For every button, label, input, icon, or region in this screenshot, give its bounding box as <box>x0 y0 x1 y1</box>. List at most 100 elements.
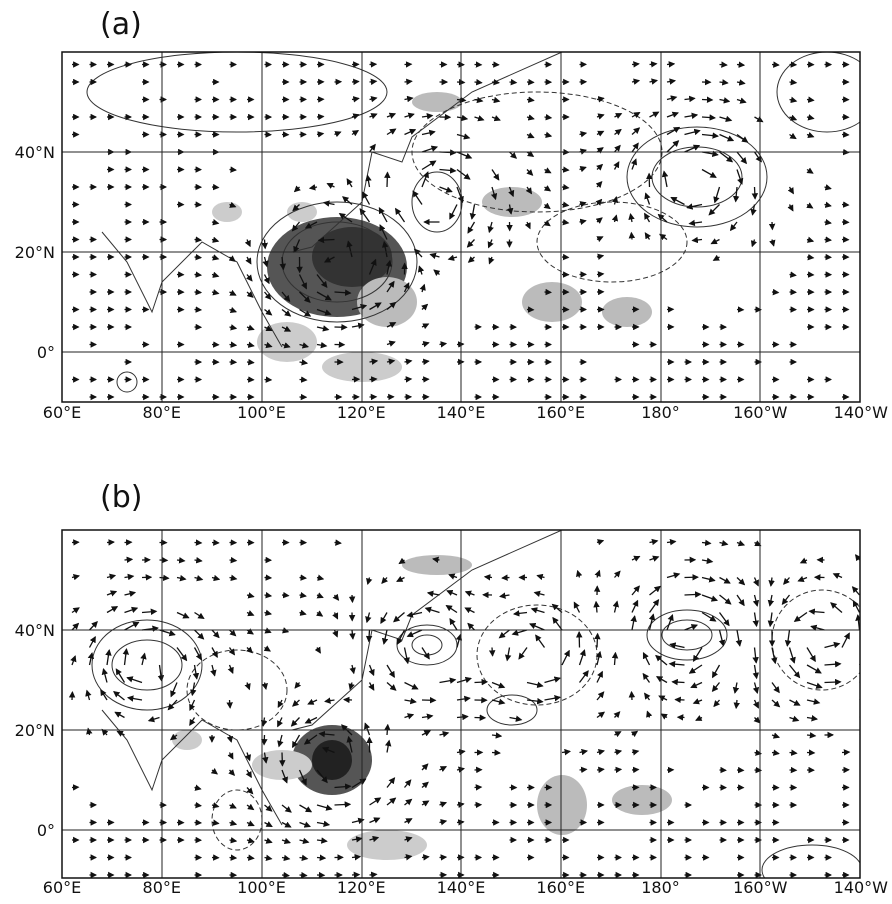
wind-vector <box>824 184 832 191</box>
wind-vector <box>551 603 563 613</box>
wind-vector <box>140 652 147 666</box>
lon-label: 140°W <box>834 878 889 897</box>
contour <box>111 639 183 691</box>
wind-vector <box>421 171 429 188</box>
wind-vector <box>381 576 388 584</box>
wind-vector <box>611 214 619 223</box>
wind-vector <box>404 78 413 86</box>
wind-vector <box>783 577 790 585</box>
wind-vector <box>229 836 238 844</box>
wind-vector <box>229 166 237 173</box>
wind-vector <box>246 610 255 617</box>
wind-vector <box>671 678 685 686</box>
wind-vector <box>824 201 832 208</box>
wind-vector <box>526 168 534 176</box>
wind-vector <box>733 699 740 710</box>
wind-vector <box>768 577 775 587</box>
wind-vector <box>661 170 669 188</box>
wind-vector <box>226 734 234 743</box>
precip-shading <box>612 785 672 815</box>
wind-vector <box>348 682 355 691</box>
wind-vector <box>614 731 622 738</box>
wind-vector <box>491 115 501 122</box>
wind-vector <box>226 699 233 709</box>
wind-vector <box>613 161 620 170</box>
wind-vector <box>666 572 681 579</box>
wind-vector <box>316 837 328 844</box>
wind-vector <box>384 739 392 753</box>
wind-vector <box>456 695 471 703</box>
map-panel: (b) 40°N 20°N 0° 60°E 80°E 100°E 120°E 140°E 160°… <box>15 480 889 897</box>
contour <box>661 619 713 651</box>
wind-vector <box>649 78 659 85</box>
wind-vector <box>754 116 764 123</box>
wind-vector <box>439 186 453 193</box>
wind-vector <box>262 256 269 268</box>
wind-vector <box>543 202 551 210</box>
wind-vector <box>789 271 797 278</box>
wind-vector <box>666 140 680 153</box>
wind-vector <box>292 734 301 749</box>
wind-vector <box>855 614 860 631</box>
wind-vector <box>669 642 685 649</box>
wind-vector <box>439 731 450 738</box>
wind-vector <box>736 61 746 68</box>
wind-vector <box>771 682 780 694</box>
precip-shading <box>212 202 242 222</box>
wind-vector <box>433 269 441 277</box>
wind-vector <box>194 271 203 278</box>
wind-vector <box>594 569 601 578</box>
wind-vector <box>264 837 273 844</box>
wind-vector <box>752 682 760 694</box>
wind-vector <box>429 252 440 260</box>
wind-vector <box>421 763 429 771</box>
wind-vector <box>229 854 238 861</box>
contour <box>411 634 443 656</box>
wind-vector <box>115 668 126 683</box>
wind-vector <box>578 649 586 666</box>
wind-vector <box>211 236 220 243</box>
wind-vector <box>246 820 255 827</box>
wind-vector <box>851 586 860 596</box>
wind-vector <box>124 606 139 614</box>
wind-vector <box>690 681 703 689</box>
wind-vector <box>719 133 735 142</box>
wind-vector <box>644 692 651 701</box>
wind-vector <box>170 682 178 698</box>
wind-vector <box>701 594 719 602</box>
wind-vector <box>380 612 388 625</box>
wind-vector <box>649 111 660 118</box>
wind-vector <box>381 629 389 645</box>
wind-vector <box>299 854 309 862</box>
wind-vector <box>631 599 639 613</box>
wind-vector <box>194 557 203 564</box>
wind-vector <box>649 538 659 546</box>
wind-vector <box>630 615 637 631</box>
wind-vector <box>386 358 396 365</box>
wind-vector <box>787 204 794 212</box>
wind-vector <box>351 778 367 789</box>
wind-vector <box>579 748 589 756</box>
wind-vector <box>122 648 130 666</box>
wind-vector <box>488 256 495 265</box>
wind-vector <box>684 144 701 153</box>
wind-vector <box>719 151 734 163</box>
wind-vector <box>543 219 551 227</box>
wind-vector <box>806 664 822 674</box>
wind-vector <box>466 239 475 248</box>
wind-vector <box>806 114 815 121</box>
wind-vector <box>101 668 108 683</box>
wind-vector <box>264 854 273 861</box>
wind-vector <box>509 715 523 722</box>
wind-vector <box>530 607 545 614</box>
wind-vector <box>404 112 415 119</box>
wind-vector <box>194 801 202 809</box>
wind-vector <box>332 612 339 620</box>
wind-vector <box>708 204 720 216</box>
wind-vector <box>189 699 196 711</box>
wind-vector <box>299 609 307 616</box>
wind-vector <box>631 585 640 596</box>
wind-vector <box>701 539 712 547</box>
wind-vector <box>113 690 125 701</box>
wind-vector <box>299 376 308 383</box>
